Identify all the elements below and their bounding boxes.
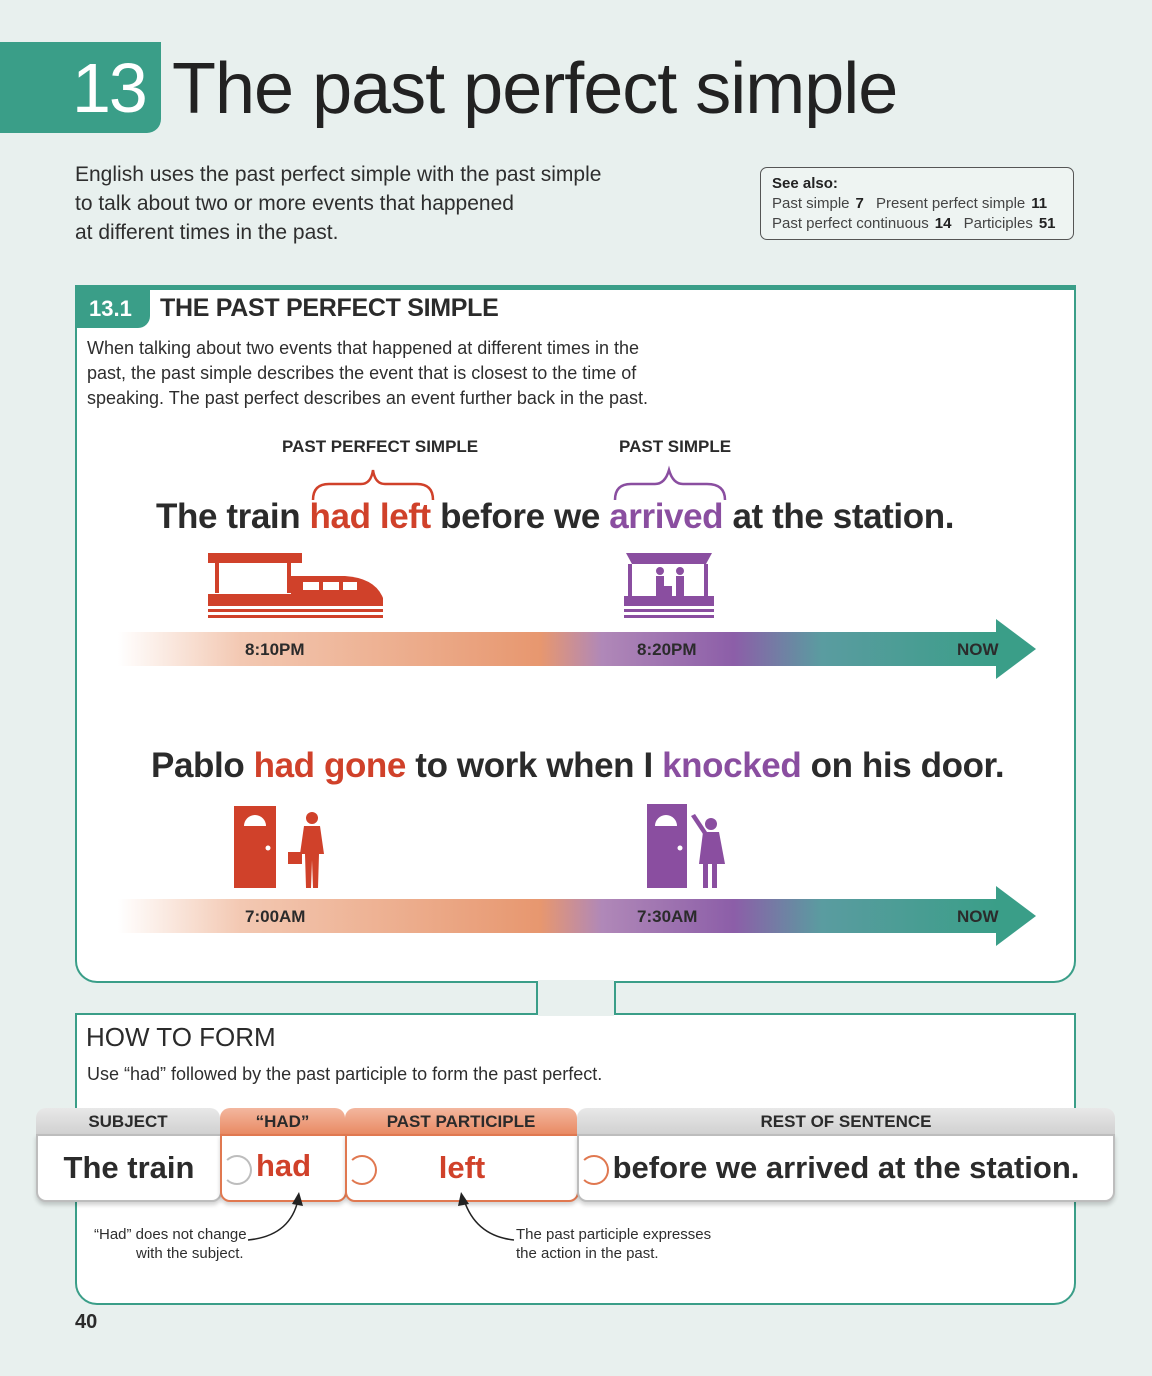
how-to-form-text: Use “had” followed by the past participl… xyxy=(87,1064,603,1084)
piece-subject: The train xyxy=(36,1134,222,1202)
page-number: 40 xyxy=(75,1311,98,1333)
see-also-heading: See also: xyxy=(772,175,838,192)
time-label: 7:30AM xyxy=(637,907,698,926)
label-past-simple: PAST SIMPLE xyxy=(619,437,732,456)
section-text-line: speaking. The past perfect describes an … xyxy=(87,388,648,408)
label-past-perfect-simple: PAST PERFECT SIMPLE xyxy=(282,437,479,456)
piece-header-rest: REST OF SENTENCE xyxy=(577,1108,1115,1136)
timeline-bar xyxy=(118,632,998,666)
piece-header-participle: PAST PARTICIPLE xyxy=(345,1108,577,1136)
note-arrow-icon xyxy=(458,1192,515,1241)
arrow-head-icon xyxy=(996,886,1036,946)
intro-line: to talk about two or more events that ha… xyxy=(75,192,514,215)
time-label-now: NOW xyxy=(957,907,999,926)
see-also-link[interactable]: Present perfect simple 11 xyxy=(876,195,1048,212)
section-tab xyxy=(75,286,150,328)
puzzle-knob xyxy=(347,1155,377,1185)
example-sentence-1: The train had left before we arrived at … xyxy=(156,497,955,536)
train-station-icon xyxy=(208,553,383,618)
note-arrow-icon xyxy=(247,1192,303,1241)
time-label-now: NOW xyxy=(957,640,999,659)
time-label: 8:20PM xyxy=(637,640,697,659)
piece-participle: left xyxy=(345,1134,579,1202)
section-number: 13.1 xyxy=(89,296,132,321)
section-text: When talking about two events that happe… xyxy=(87,336,687,411)
page-title: The past perfect simple xyxy=(172,49,898,129)
see-also-link[interactable]: Past simple 7 xyxy=(772,195,864,212)
intro-line: English uses the past perfect simple wit… xyxy=(75,163,602,186)
section-text-line: past, the past simple describes the even… xyxy=(87,363,637,383)
piece-rest: before we arrived at the station. xyxy=(577,1134,1115,1202)
unit-number: 13 xyxy=(72,49,148,127)
brace-icon xyxy=(311,469,435,501)
arrow-head-icon xyxy=(996,619,1036,679)
see-also-link[interactable]: Participles 51 xyxy=(963,215,1056,232)
connector-gap xyxy=(538,980,614,1016)
door-knocking-icon xyxy=(647,804,725,888)
intro-line: at different times in the past. xyxy=(75,221,339,244)
piece-header-subject: SUBJECT xyxy=(36,1108,220,1136)
platform-people-icon xyxy=(624,553,714,618)
unit-badge xyxy=(0,42,161,133)
example-sentence-2: Pablo had gone to work when I knocked on… xyxy=(151,746,1005,785)
puzzle-knob xyxy=(222,1155,252,1185)
section-title: THE PAST PERFECT SIMPLE xyxy=(160,294,499,322)
section-text-line: When talking about two events that happe… xyxy=(87,338,640,358)
connector-line xyxy=(614,982,616,1014)
brace-icon xyxy=(613,465,727,501)
see-also-box: See also: Past simple 7 Present perfect s… xyxy=(760,167,1074,240)
puzzle-knob xyxy=(579,1155,609,1185)
time-label: 8:10PM xyxy=(245,640,305,659)
timeline-bar xyxy=(118,899,998,933)
time-label: 7:00AM xyxy=(245,907,306,926)
note-had: “Had” does not change with the subject. xyxy=(94,1226,247,1262)
connector-line xyxy=(536,982,538,1014)
piece-header-had: “HAD” xyxy=(220,1108,345,1136)
note-participle: The past participle expresses the action… xyxy=(516,1226,712,1262)
intro-text: English uses the past perfect simple wit… xyxy=(75,160,635,247)
how-to-form-title: HOW TO FORM xyxy=(86,1022,276,1052)
door-man-icon xyxy=(234,806,324,888)
see-also-link[interactable]: Past perfect continuous 14 xyxy=(772,215,952,232)
